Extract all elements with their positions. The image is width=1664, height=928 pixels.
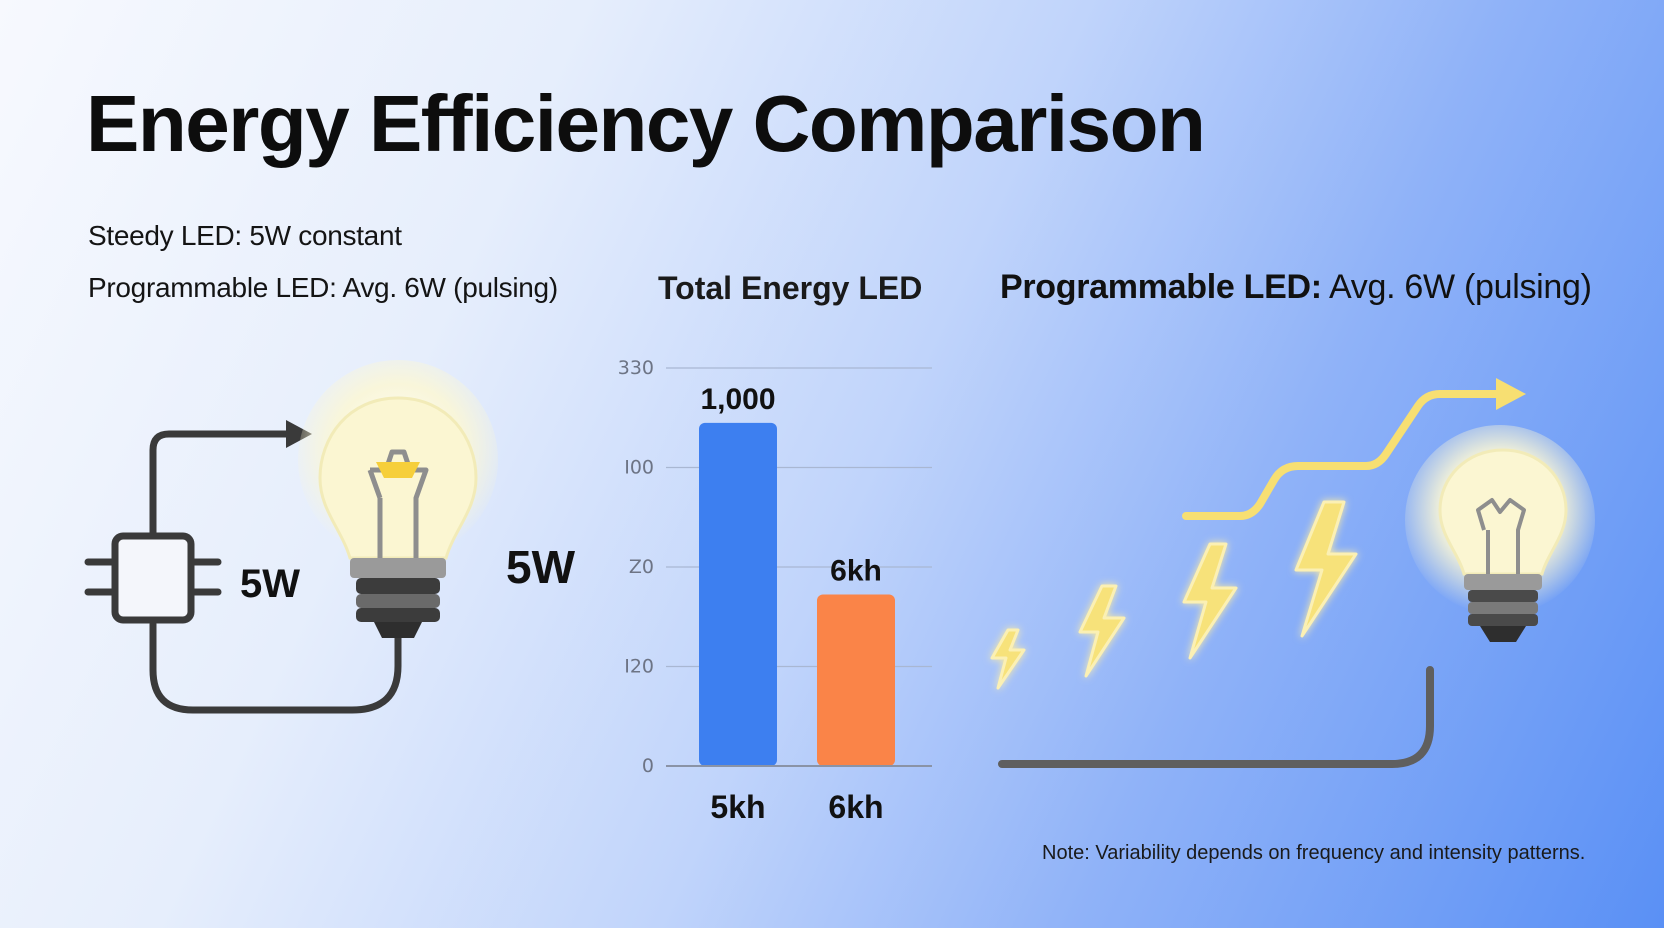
circuit-wire-bottom — [149, 620, 402, 714]
steady-circuit-diagram — [84, 360, 498, 714]
lightning-bolt-icon — [1182, 542, 1238, 660]
chip-watt-label: 5W — [240, 562, 300, 606]
lightning-bolt-icon — [990, 628, 1026, 690]
y-tick-label: Z0 — [629, 556, 654, 578]
chart-y-ticks: 0 I20 Z0 I00 330 — [618, 357, 654, 777]
x-tick-label: 6kh — [828, 789, 883, 825]
x-tick-label: 5kh — [710, 789, 765, 825]
programmable-led-subtitle: Programmable LED: Avg. 6W (pulsing) — [88, 272, 558, 303]
power-cable — [998, 666, 1434, 768]
trend-line — [1182, 390, 1504, 520]
lightning-bolt-icon — [1078, 584, 1126, 678]
chart-bars: 1,000 5kh 6kh 6kh — [699, 383, 895, 825]
y-tick-label: 330 — [618, 357, 654, 379]
programmable-led-heading-bold: Programmable LED: — [1000, 268, 1322, 306]
footnote: Note: Variability depends on frequency a… — [1042, 842, 1586, 864]
data-label: 1,000 — [700, 383, 775, 416]
bulb-watt-label: 5W — [506, 541, 575, 593]
arrow-icon — [286, 420, 312, 448]
lightning-bolt-icon — [1294, 500, 1358, 638]
pulsing-diagram — [990, 378, 1595, 768]
y-tick-label: I00 — [624, 457, 654, 479]
page-title: Energy Efficiency Comparison — [86, 79, 1206, 168]
programmable-led-heading: Programmable LED: Avg. 6W (pulsing) — [1000, 268, 1592, 307]
data-label: 6kh — [830, 554, 882, 587]
steady-led-subtitle: Steedy LED: 5W constant — [88, 220, 402, 251]
light-bulb-icon — [298, 360, 498, 638]
bar-6kh — [817, 594, 895, 766]
chart-title: Total Energy LED — [658, 270, 923, 306]
programmable-led-heading-rest: Avg. 6W (pulsing) — [1321, 268, 1592, 306]
circuit-wire — [149, 430, 294, 538]
bar-5kh — [699, 422, 777, 766]
trend-arrow-icon — [1496, 378, 1526, 410]
chip-icon — [84, 532, 222, 624]
y-tick-label: 0 — [642, 755, 654, 777]
light-bulb-icon — [1405, 425, 1595, 642]
energy-bar-chart: 0 I20 Z0 I00 330 1,000 5kh 6kh 6kh — [618, 357, 932, 825]
y-tick-label: I20 — [624, 656, 654, 678]
